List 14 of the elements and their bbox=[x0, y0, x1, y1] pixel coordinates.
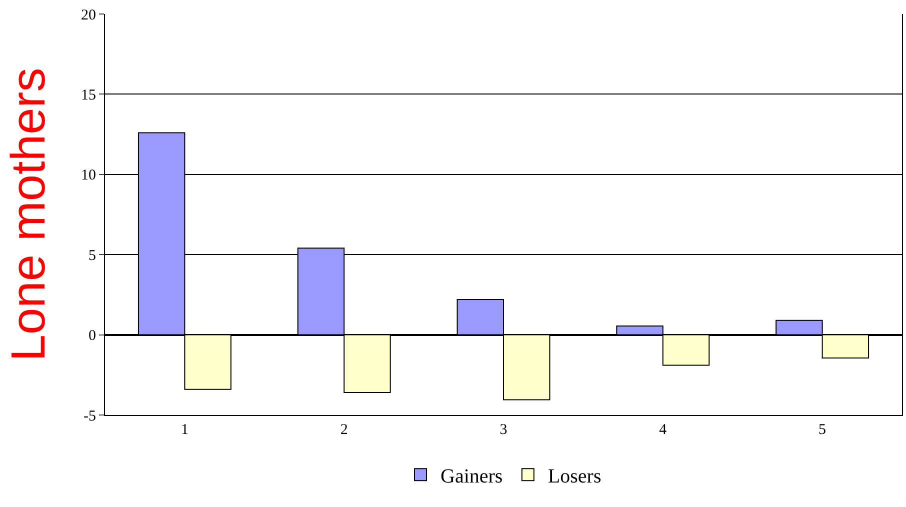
x-tick-label: 3 bbox=[500, 422, 508, 438]
x-tick-label: 4 bbox=[659, 422, 668, 438]
y-tick-label: -5 bbox=[84, 408, 96, 424]
y-axis-title: Lone mothers bbox=[2, 68, 56, 362]
x-tick-label: 1 bbox=[180, 422, 188, 438]
legend-label: Gainers bbox=[440, 465, 503, 488]
y-tick-label: 5 bbox=[88, 248, 96, 264]
y-tick-label: 10 bbox=[81, 168, 96, 184]
y-tick-label: 15 bbox=[81, 87, 96, 104]
legend-label: Losers bbox=[548, 465, 602, 488]
x-tick-label: 5 bbox=[818, 422, 826, 438]
y-tick-label: 0 bbox=[88, 328, 96, 344]
x-tick-label: 2 bbox=[340, 422, 348, 438]
y-tick-label: 20 bbox=[81, 7, 96, 24]
